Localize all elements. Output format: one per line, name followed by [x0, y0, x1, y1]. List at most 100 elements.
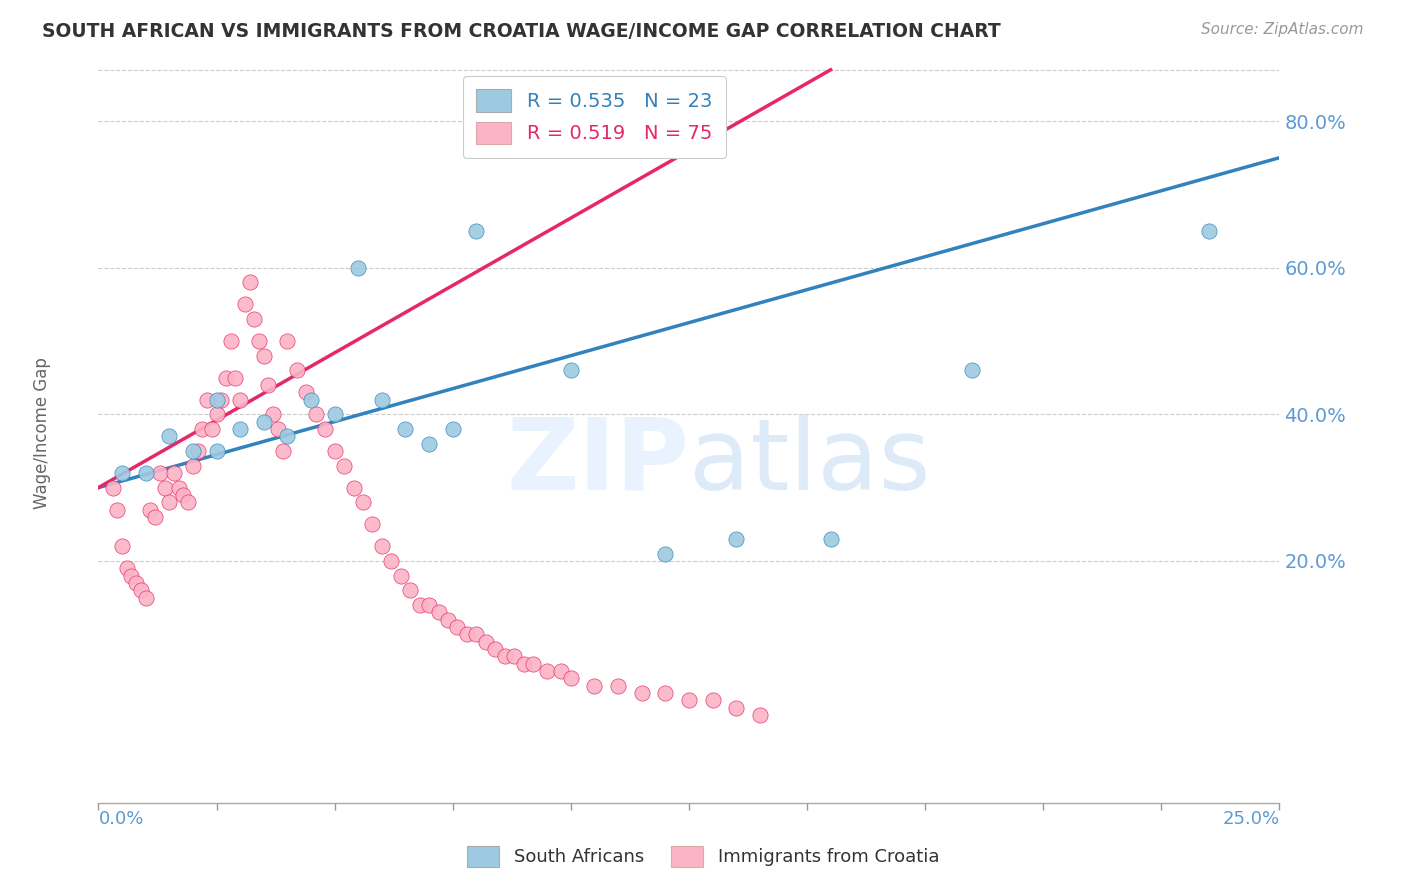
Point [820, 532, 842, 546]
Text: ZIP: ZIP [506, 414, 689, 511]
Point [427, 605, 450, 619]
Point [276, 334, 298, 348]
Point [239, 276, 262, 290]
Point [209, 392, 232, 407]
Point [177, 495, 200, 509]
Text: Wage/Income Gap: Wage/Income Gap [32, 357, 51, 508]
Point [522, 657, 544, 671]
Point [143, 510, 166, 524]
Point [323, 407, 346, 421]
Point [418, 436, 440, 450]
Point [475, 634, 498, 648]
Point [503, 649, 526, 664]
Point [607, 679, 630, 693]
Point [163, 466, 186, 480]
Point [271, 444, 294, 458]
Point [201, 422, 224, 436]
Point [725, 700, 748, 714]
Point [129, 583, 152, 598]
Point [121, 568, 143, 582]
Point [678, 693, 700, 707]
Point [437, 613, 460, 627]
Point [560, 363, 582, 377]
Point [299, 392, 322, 407]
Point [389, 568, 412, 582]
Point [456, 627, 478, 641]
Point [229, 422, 252, 436]
Point [111, 539, 134, 553]
Text: 0.0%: 0.0% [98, 810, 143, 828]
Point [149, 466, 172, 480]
Point [257, 378, 280, 392]
Point [323, 444, 346, 458]
Point [352, 495, 374, 509]
Point [172, 488, 194, 502]
Point [153, 481, 176, 495]
Point [276, 429, 298, 443]
Point [583, 679, 606, 693]
Point [441, 422, 464, 436]
Point [408, 598, 430, 612]
Point [229, 392, 252, 407]
Point [446, 620, 468, 634]
Point [181, 444, 204, 458]
Legend: South Africans, Immigrants from Croatia: South Africans, Immigrants from Croatia [460, 838, 946, 874]
Point [167, 481, 190, 495]
Point [361, 517, 384, 532]
Point [702, 693, 724, 707]
Point [550, 664, 572, 678]
Point [253, 349, 276, 363]
Point [224, 370, 246, 384]
Point [394, 422, 416, 436]
Point [512, 657, 534, 671]
Point [371, 392, 394, 407]
Text: Source: ZipAtlas.com: Source: ZipAtlas.com [1201, 22, 1364, 37]
Point [465, 224, 488, 238]
Point [654, 686, 676, 700]
Point [135, 466, 157, 480]
Point [205, 407, 228, 421]
Point [1198, 224, 1220, 238]
Point [253, 415, 276, 429]
Point [157, 429, 180, 443]
Point [536, 664, 558, 678]
Point [135, 591, 157, 605]
Point [191, 422, 214, 436]
Point [285, 363, 308, 377]
Point [465, 627, 488, 641]
Point [418, 598, 440, 612]
Point [371, 539, 394, 553]
Point [205, 392, 228, 407]
Point [295, 385, 318, 400]
Legend: R = 0.535   N = 23, R = 0.519   N = 75: R = 0.535 N = 23, R = 0.519 N = 75 [463, 76, 725, 158]
Point [962, 363, 984, 377]
Point [314, 422, 336, 436]
Point [243, 312, 266, 326]
Point [725, 532, 748, 546]
Point [125, 575, 148, 590]
Text: SOUTH AFRICAN VS IMMIGRANTS FROM CROATIA WAGE/INCOME GAP CORRELATION CHART: SOUTH AFRICAN VS IMMIGRANTS FROM CROATIA… [42, 22, 1001, 41]
Point [560, 671, 582, 685]
Point [205, 444, 228, 458]
Point [247, 334, 270, 348]
Point [139, 502, 162, 516]
Point [105, 502, 128, 516]
Point [399, 583, 422, 598]
Point [187, 444, 209, 458]
Point [333, 458, 356, 473]
Point [219, 334, 242, 348]
Point [342, 481, 364, 495]
Point [630, 686, 652, 700]
Point [267, 422, 290, 436]
Point [215, 370, 238, 384]
Point [157, 495, 180, 509]
Point [748, 707, 770, 722]
Point [195, 392, 218, 407]
Point [380, 554, 402, 568]
Text: atlas: atlas [689, 414, 931, 511]
Point [262, 407, 284, 421]
Point [484, 641, 506, 656]
Point [115, 561, 138, 575]
Point [347, 260, 370, 275]
Point [101, 481, 124, 495]
